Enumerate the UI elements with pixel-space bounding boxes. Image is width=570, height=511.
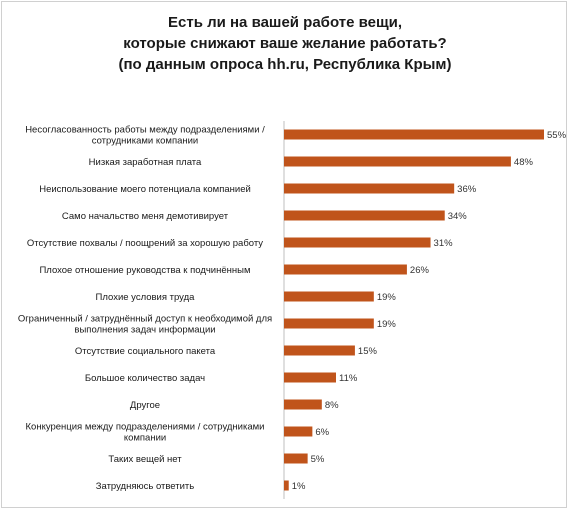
value-label: 31% <box>434 238 454 249</box>
value-label: 26% <box>410 265 430 276</box>
category-label: Таких вещей нет <box>108 454 182 465</box>
category-label-line: Таких вещей нет <box>108 454 182 465</box>
bar <box>284 318 374 329</box>
value-label: 19% <box>377 292 397 303</box>
value-labels-group: 55% 48% 36% 34% 31% 26% 19% 19% 15% 11% 8% 6% 5% 1% <box>292 130 567 492</box>
chart-title-line-1: Есть ли на вашей работе вещи, <box>168 14 402 31</box>
category-label: Отсутствие социального пакета <box>75 346 216 357</box>
category-label-line: Плохое отношение руководства к подчинённ… <box>39 265 250 276</box>
category-label: Низкая заработная плата <box>89 157 202 168</box>
value-label: 8% <box>325 400 339 411</box>
category-label-line: Затрудняюсь ответить <box>96 481 195 492</box>
chart-title-line-2: которые снижают ваше желание работать? <box>123 35 447 52</box>
value-label: 36% <box>457 184 477 195</box>
value-label: 34% <box>448 211 468 222</box>
category-label-line: выполнения задач информации <box>74 325 215 336</box>
bar <box>284 426 313 437</box>
value-label: 11% <box>339 373 358 384</box>
category-label-line: Несогласованность работы между подраздел… <box>25 125 265 136</box>
category-label: Само начальство меня демотивирует <box>62 211 229 222</box>
category-label: Другое <box>130 400 160 411</box>
bar <box>284 210 445 221</box>
bar <box>284 453 308 464</box>
category-label: Большое количество задач <box>85 373 205 384</box>
value-label: 48% <box>514 157 534 168</box>
category-label: Неиспользование моего потенциала компани… <box>39 184 251 195</box>
chart-title: Есть ли на вашей работе вещи, которые сн… <box>0 12 570 75</box>
category-label: Отсутствие похвалы / поощрений за хорошу… <box>27 238 263 249</box>
category-label-line: Само начальство меня демотивирует <box>62 211 229 222</box>
category-label-line: Конкуренция между подразделениями / сотр… <box>26 422 265 433</box>
bar <box>284 480 289 491</box>
category-label: Несогласованность работы между подраздел… <box>25 125 265 147</box>
category-label-line: Плохие условия труда <box>96 292 196 303</box>
category-label: Ограниченный / затруднённый доступ к нео… <box>18 314 272 336</box>
bar <box>284 264 407 275</box>
bar <box>284 156 511 167</box>
bar <box>284 237 431 248</box>
bars-group <box>284 129 544 491</box>
category-label-line: сотрудниками компании <box>92 136 198 147</box>
category-label-line: Большое количество задач <box>85 373 205 384</box>
bar <box>284 372 336 383</box>
bar <box>284 129 544 140</box>
bar <box>284 183 455 194</box>
bar <box>284 345 355 356</box>
category-label: Плохие условия труда <box>96 292 196 303</box>
value-label: 1% <box>292 481 306 492</box>
category-label: Конкуренция между подразделениями / сотр… <box>26 422 265 444</box>
bar <box>284 399 322 410</box>
category-label-line: компании <box>124 433 166 444</box>
value-label: 5% <box>311 454 325 465</box>
category-label-line: Другое <box>130 400 160 411</box>
value-label: 55% <box>547 130 567 141</box>
chart-title-line-3: (по данным опроса hh.ru, Республика Крым… <box>118 56 452 73</box>
value-label: 15% <box>358 346 378 357</box>
value-label: 6% <box>315 427 329 438</box>
category-label: Плохое отношение руководства к подчинённ… <box>39 265 250 276</box>
category-label-line: Ограниченный / затруднённый доступ к нео… <box>18 314 272 325</box>
category-label-line: Отсутствие похвалы / поощрений за хорошу… <box>27 238 263 249</box>
category-label-line: Отсутствие социального пакета <box>75 346 216 357</box>
category-label-line: Неиспользование моего потенциала компани… <box>39 184 251 195</box>
category-label: Затрудняюсь ответить <box>96 481 195 492</box>
value-label: 19% <box>377 319 397 330</box>
bar <box>284 291 374 302</box>
category-label-line: Низкая заработная плата <box>89 157 202 168</box>
category-labels-group: Несогласованность работы между подраздел… <box>18 125 272 493</box>
